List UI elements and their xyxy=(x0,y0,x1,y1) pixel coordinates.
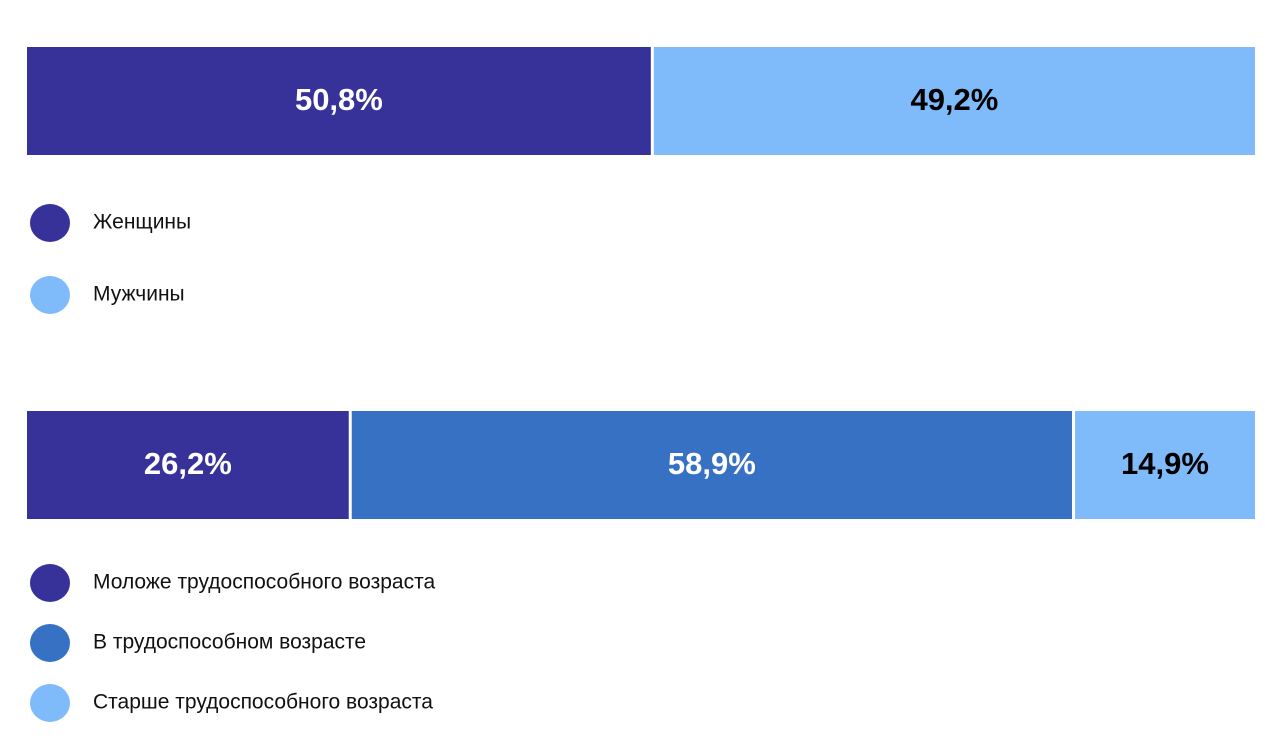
legend-swatch xyxy=(30,624,70,662)
legend-label: Старше трудоспособного возраста xyxy=(93,691,433,714)
value-label: 58,9% xyxy=(668,446,756,481)
legend-label: Мужчины xyxy=(93,283,185,306)
legend-swatch xyxy=(30,564,70,602)
value-label: 26,2% xyxy=(144,446,232,481)
legend-swatch xyxy=(30,276,70,314)
bar-segment xyxy=(653,47,1255,155)
value-label: 49,2% xyxy=(910,82,998,117)
value-label: 14,9% xyxy=(1121,446,1209,481)
value-label: 50,8% xyxy=(295,82,383,117)
legend-label: В трудоспособном возрасте xyxy=(93,631,366,654)
legend-swatch xyxy=(30,204,70,242)
bar-segment xyxy=(27,411,349,519)
legend-label: Женщины xyxy=(93,211,191,234)
bar-segment xyxy=(351,411,1073,519)
legend-label: Моложе трудоспособного возраста xyxy=(93,571,435,594)
bar-segment xyxy=(1075,411,1255,519)
bar-segment xyxy=(27,47,651,155)
legend-swatch xyxy=(30,684,70,722)
